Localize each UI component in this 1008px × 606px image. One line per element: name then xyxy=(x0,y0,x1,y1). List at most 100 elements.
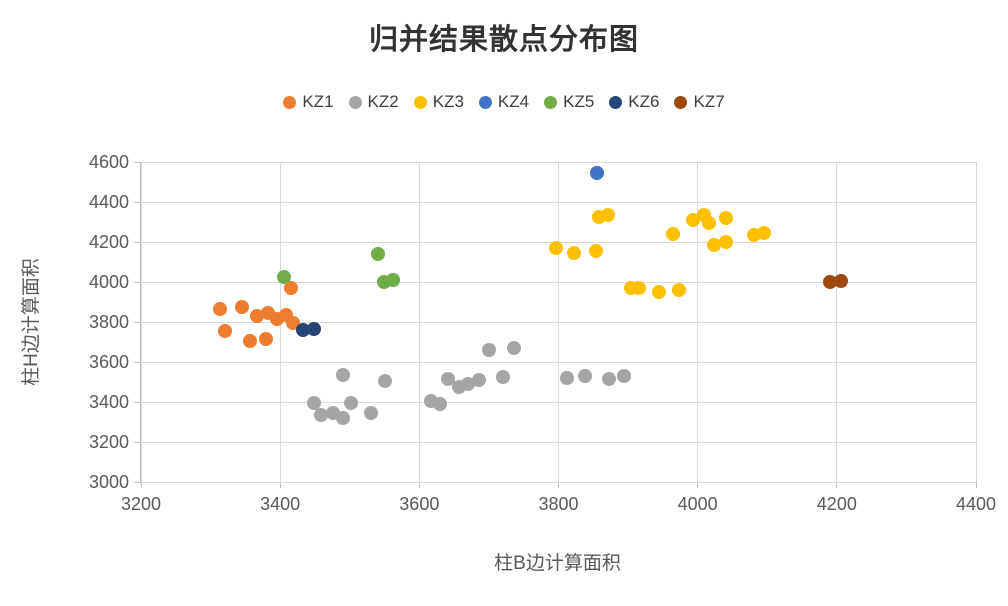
legend-marker-icon xyxy=(283,95,297,109)
data-point-kz3 xyxy=(652,285,667,299)
data-point-kz1 xyxy=(212,301,227,316)
data-point-kz5 xyxy=(370,247,385,261)
data-point-kz2 xyxy=(377,374,392,388)
y-gridline xyxy=(141,161,976,163)
data-point-kz2 xyxy=(616,369,631,383)
legend-marker-icon xyxy=(478,95,492,109)
y-tick-mark xyxy=(134,441,140,443)
y-tick-label: 4200 xyxy=(88,232,129,252)
data-point-kz2 xyxy=(577,369,592,383)
y-tick-mark xyxy=(134,321,140,323)
y-gridline xyxy=(141,401,976,403)
y-tick-mark xyxy=(134,241,140,243)
y-tick-mark xyxy=(134,481,140,483)
data-point-kz4 xyxy=(589,166,604,180)
data-point-kz1 xyxy=(283,280,298,295)
data-point-kz2 xyxy=(495,370,510,384)
x-tick-mark xyxy=(697,482,699,488)
legend-label: KZ1 xyxy=(302,92,334,111)
data-point-kz2 xyxy=(335,368,350,382)
x-tick-label: 3400 xyxy=(260,494,301,514)
data-point-kz3 xyxy=(706,238,721,252)
x-tick-mark xyxy=(140,482,142,488)
y-tick-label: 3600 xyxy=(88,352,129,372)
legend-item-kz4: KZ4 xyxy=(478,92,530,112)
legend-item-kz1: KZ1 xyxy=(283,92,334,112)
data-point-kz2 xyxy=(314,408,329,422)
legend-marker-icon xyxy=(413,95,427,109)
y-tick-label: 4600 xyxy=(88,152,129,172)
legend-item-kz7: KZ7 xyxy=(674,92,725,112)
data-point-kz2 xyxy=(440,372,455,386)
x-tick-label: 4000 xyxy=(677,494,718,514)
data-point-kz3 xyxy=(566,246,581,260)
data-point-kz3 xyxy=(701,216,716,230)
y-tick-mark xyxy=(134,281,140,283)
x-tick-label: 4400 xyxy=(955,494,997,514)
data-point-kz3 xyxy=(757,226,772,240)
legend-item-kz5: KZ5 xyxy=(544,92,594,112)
legend-label: KZ4 xyxy=(497,92,530,111)
y-tick-label: 4000 xyxy=(88,272,129,292)
legend-label: KZ2 xyxy=(367,92,399,111)
data-point-kz2 xyxy=(344,396,359,410)
chart-title: 归并结果散点分布图 xyxy=(368,24,639,56)
legend-label: KZ5 xyxy=(563,92,595,111)
legend-item-kz2: KZ2 xyxy=(348,92,399,112)
data-point-kz5 xyxy=(276,270,291,284)
data-point-kz3 xyxy=(589,244,604,258)
x-gridline xyxy=(975,162,977,482)
x-tick-label: 3800 xyxy=(538,494,579,514)
data-point-kz5 xyxy=(385,272,400,287)
legend-marker-icon xyxy=(544,95,558,109)
y-tick-mark xyxy=(134,361,140,363)
data-point-kz2 xyxy=(506,341,521,355)
x-tick-mark xyxy=(975,482,977,488)
data-point-kz3 xyxy=(671,282,686,297)
data-point-kz3 xyxy=(685,213,700,227)
data-point-kz3 xyxy=(632,280,647,295)
y-gridline xyxy=(141,321,976,323)
data-point-kz3 xyxy=(718,235,733,249)
y-tick-mark xyxy=(134,201,140,203)
y-tick-label: 3200 xyxy=(88,432,129,452)
data-point-kz2 xyxy=(481,343,496,357)
x-tick-label: 4200 xyxy=(816,494,857,514)
x-tick-mark xyxy=(279,482,281,488)
data-point-kz3 xyxy=(600,207,615,222)
data-point-kz1 xyxy=(234,299,249,314)
y-gridline xyxy=(141,281,976,283)
y-axis-title: 柱H边计算面积 xyxy=(21,258,42,386)
x-axis-title: 柱B边计算面积 xyxy=(494,553,621,574)
y-tick-label: 4400 xyxy=(88,192,129,212)
legend-marker-icon xyxy=(674,95,688,109)
x-tick-label: 3200 xyxy=(120,494,162,514)
y-tick-mark xyxy=(134,161,140,163)
data-point-kz7 xyxy=(834,274,848,288)
data-point-kz1 xyxy=(249,308,264,323)
y-gridline xyxy=(141,481,976,483)
y-tick-label: 3000 xyxy=(88,472,129,492)
data-point-kz2 xyxy=(602,372,617,386)
legend-label: KZ3 xyxy=(432,92,464,111)
y-tick-label: 3400 xyxy=(88,392,129,412)
data-point-kz3 xyxy=(718,211,733,225)
y-gridline xyxy=(141,361,976,363)
y-gridline xyxy=(141,441,976,443)
x-tick-label: 3600 xyxy=(399,494,440,514)
data-point-kz1 xyxy=(259,331,274,346)
y-tick-label: 3800 xyxy=(88,312,129,332)
data-point-kz2 xyxy=(433,397,448,411)
x-tick-mark xyxy=(558,482,559,488)
data-point-kz1 xyxy=(243,334,258,348)
legend-label: KZ6 xyxy=(628,92,660,111)
legend-marker-icon xyxy=(609,95,623,109)
data-point-kz2 xyxy=(307,396,322,410)
data-point-kz3 xyxy=(548,241,563,255)
data-point-kz2 xyxy=(363,405,378,420)
data-point-kz6 xyxy=(306,322,321,337)
x-tick-mark xyxy=(418,482,420,488)
chart-legend: KZ1 KZ2 KZ3 KZ4 KZ5 KZ6 KZ7 xyxy=(0,92,1008,112)
y-gridline xyxy=(141,201,976,203)
data-point-kz2 xyxy=(559,371,574,385)
